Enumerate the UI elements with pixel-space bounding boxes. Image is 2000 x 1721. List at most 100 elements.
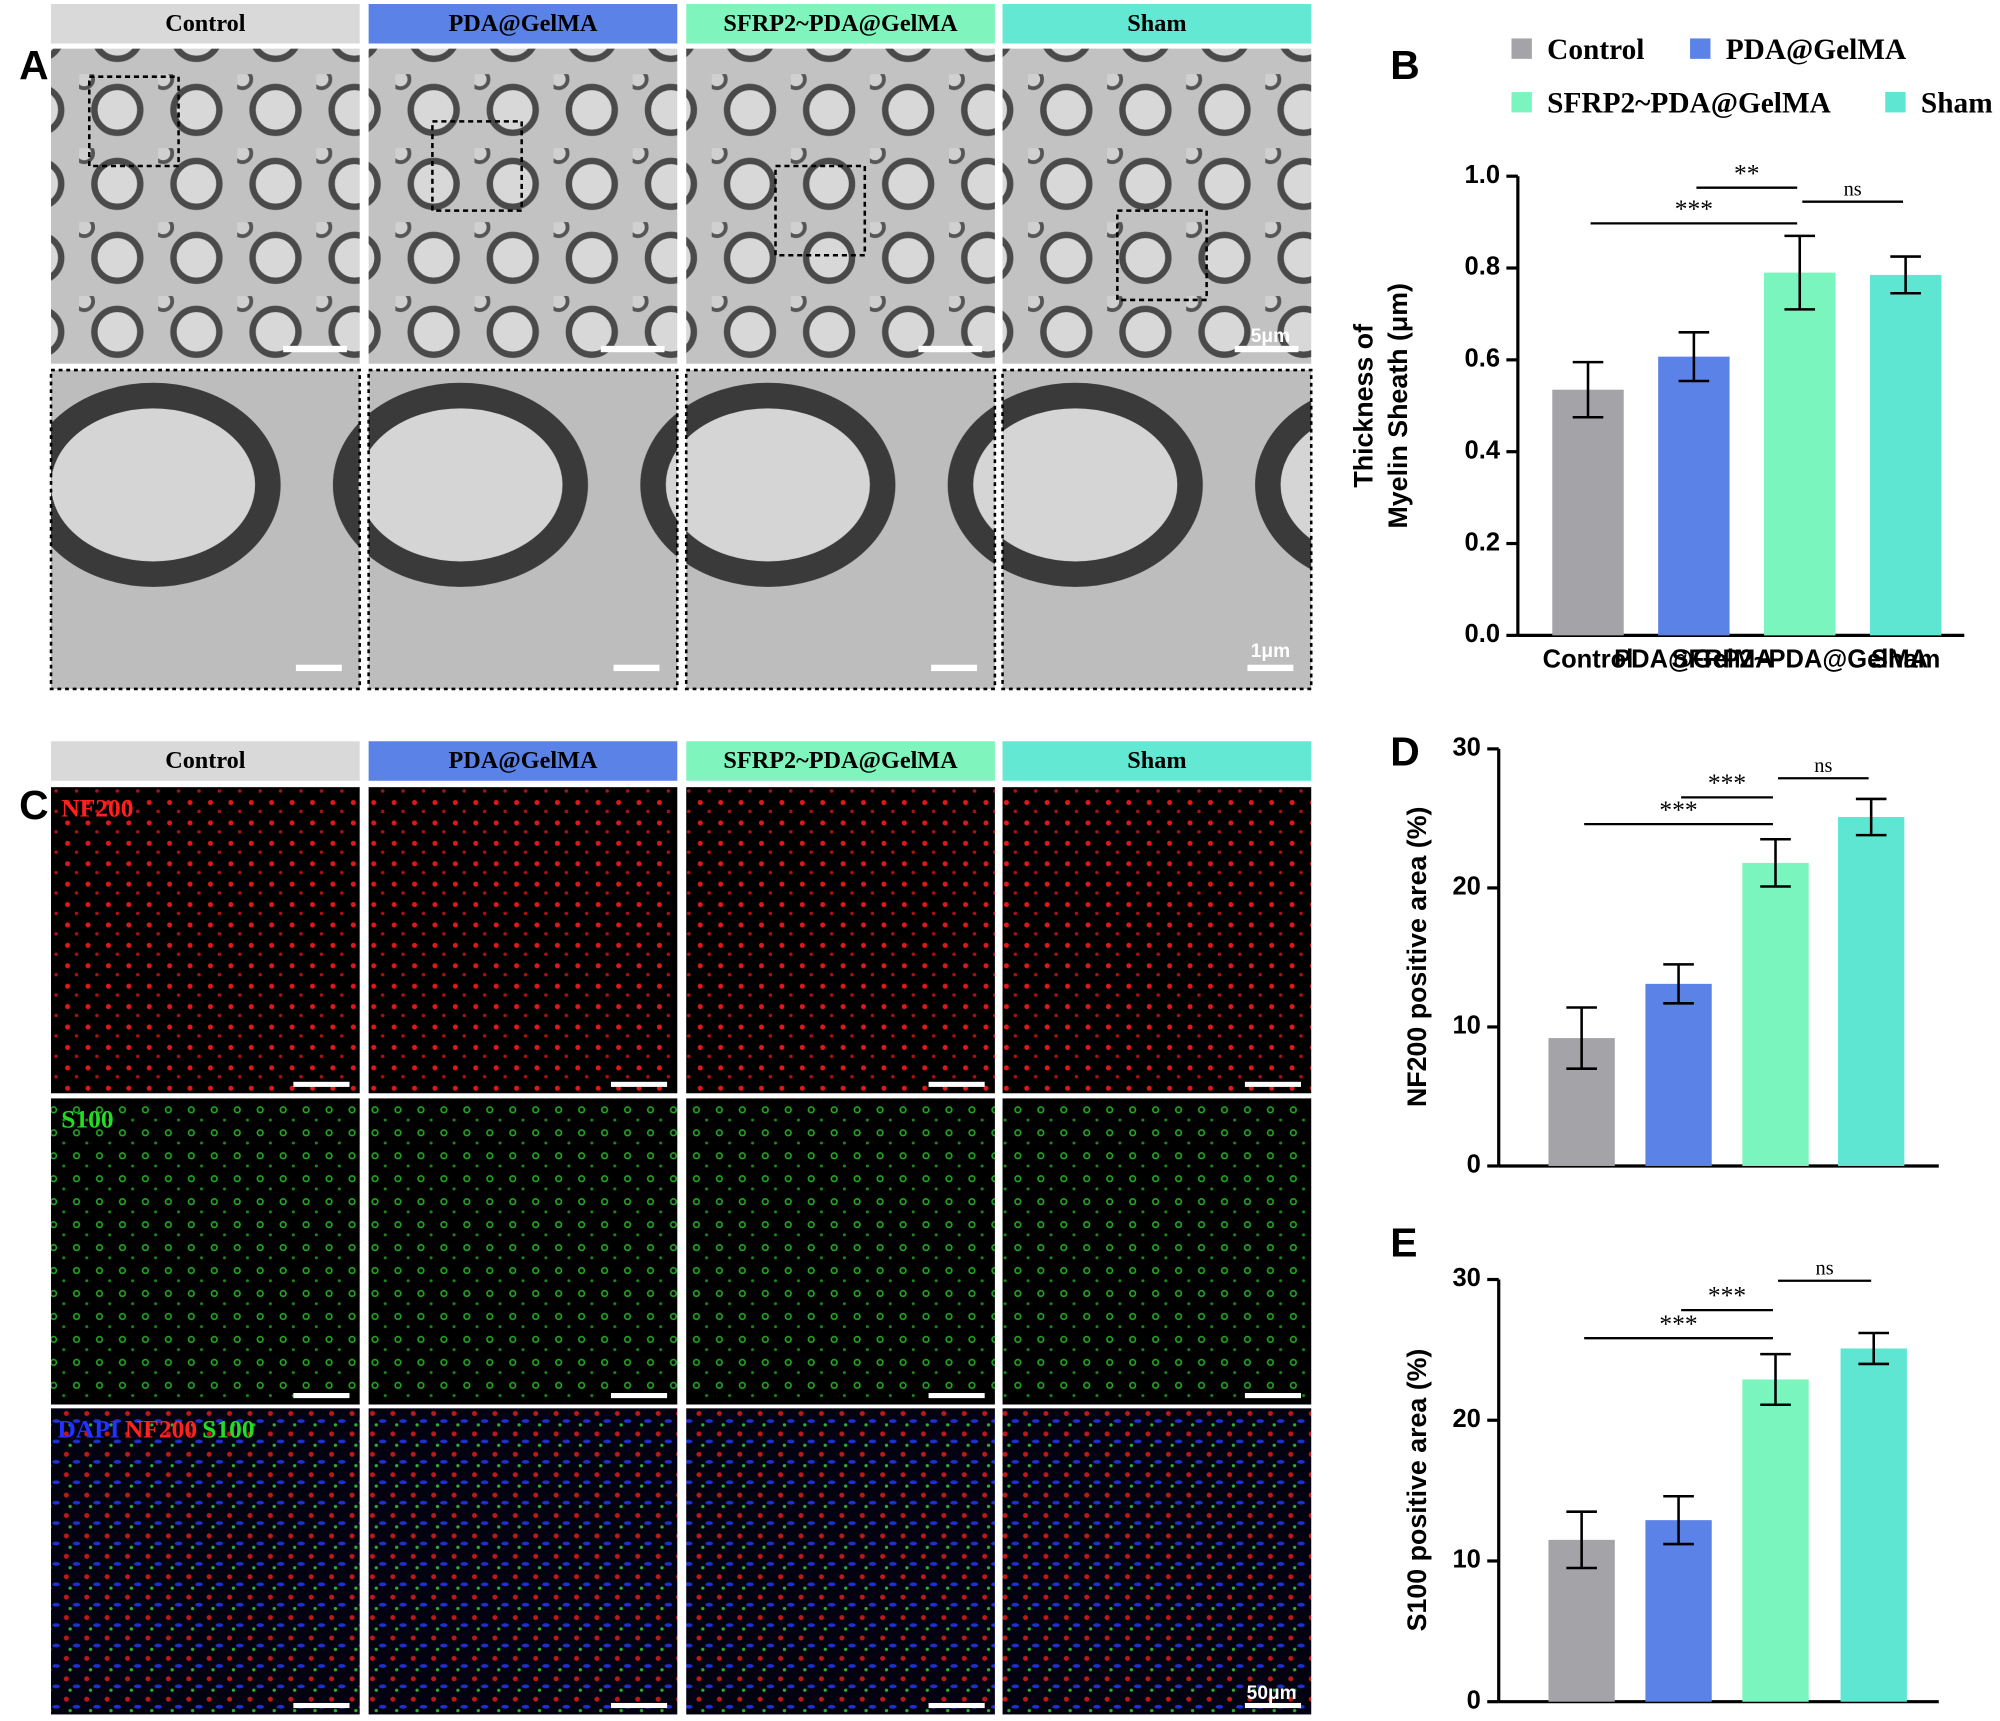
fluorescence-image [686,787,995,1094]
fluorescence-image [51,1098,360,1405]
y-tick-label: 0.6 [1465,345,1500,373]
scale-bar [283,345,347,353]
error-bar [1760,1352,1791,1407]
column-header: PDA@GelMA [448,10,597,37]
x-tick-label: Control [1543,646,1634,674]
legend-swatch [1511,38,1532,59]
significance-label: *** [1659,1309,1697,1338]
significance-label: ns [1816,1257,1834,1279]
panel-letter: A [19,42,48,88]
x-tick-label: SFRP2~PDA@GelMA [1671,646,1928,674]
scale-bar [918,345,983,353]
scale-bar [293,1393,350,1399]
fluorescence-image [1002,1408,1312,1715]
column-header-bg [1002,3,1312,44]
error-bar [1566,1510,1597,1570]
scale-bar [293,1702,350,1709]
fluorescence-image [686,1408,995,1715]
scale-bar [600,345,665,353]
tem-zoom-image [684,368,997,691]
stain-label: NF200 [61,793,133,822]
tem-image [51,48,360,364]
stain-label-group: DAPI NF200 S100 [57,1415,254,1444]
panel-letter: C [19,782,48,828]
scale-label: 1μm [1251,641,1290,662]
y-tick-label: 10 [1452,1546,1480,1574]
column-header: Sham [1127,747,1186,774]
panel-letter: E [1390,1220,1417,1266]
fluorescence-image [368,1098,678,1405]
y-axis-label: S100 positive area (%) [1402,1349,1432,1632]
scale-bar [295,664,342,672]
y-tick-label: 0.8 [1465,253,1500,281]
column-header: SFRP2~PDA@GelMA [723,747,958,774]
column-header: SFRP2~PDA@GelMA [723,10,958,37]
legend-swatch [1885,92,1906,113]
column-header-bg [368,3,678,44]
tem-zoom-image [367,368,679,691]
y-tick-label: 20 [1452,873,1480,901]
significance-label: *** [1708,768,1746,797]
error-bar [1663,1494,1694,1546]
bar [1645,983,1712,1166]
x-tick-label: PDA@GelMA [1614,646,1773,674]
column-header-bg [686,741,995,781]
column-header-bg [1002,741,1312,781]
scale-bar [1244,1393,1302,1399]
error-bar [1858,1331,1890,1366]
column-header: PDA@GelMA [448,747,597,774]
y-tick-label: 30 [1452,734,1480,762]
tem-image [686,48,995,364]
significance-label: ns [1844,178,1862,200]
column-header: Control [165,747,246,774]
scale-label: 50μm [1247,1683,1297,1704]
bar [1838,817,1905,1166]
stain-label: S100 [202,1415,254,1444]
bar [1658,356,1730,636]
column-header: Control [165,10,246,37]
bar [1869,274,1942,636]
y-axis-label: Thickness of [1348,324,1378,488]
tem-inset-box [431,120,523,212]
error-bar [1855,797,1887,837]
panel-letter: B [1390,42,1419,88]
error-bar [1678,331,1710,383]
legend-swatch [1511,92,1532,113]
legend-label: SFRP2~PDA@GelMA [1547,87,1831,119]
significance-label: *** [1659,795,1697,824]
fluorescence-image [1002,1098,1312,1405]
tem-zoom-image [1001,368,1313,691]
error-bar [1784,234,1816,311]
scale-bar [928,1393,985,1399]
significance-label: ns [1814,755,1832,777]
y-tick-label: 0.0 [1465,620,1500,648]
error-bar [1890,255,1921,295]
column-header-bg [686,3,995,44]
y-tick-label: 0.4 [1465,436,1501,464]
significance-label: *** [1708,1281,1746,1310]
bar [1764,272,1836,636]
legend-label: PDA@GelMA [1726,34,1906,66]
scale-bar [293,1081,350,1087]
fluorescence-image [51,787,360,1094]
bar [1645,1520,1712,1702]
bar [1742,1379,1809,1702]
error-bar [1663,963,1694,1005]
fluorescence-image [1002,787,1312,1094]
scale-bar [1247,664,1294,672]
y-tick-label: 0 [1467,1686,1481,1714]
x-tick-label: Sham [1871,646,1940,674]
panel-letter: D [1390,728,1419,774]
y-tick-label: 0.2 [1465,528,1500,556]
scale-bar [1244,1702,1302,1709]
scale-bar [610,1702,668,1709]
error-bar [1572,360,1604,419]
scale-bar [931,664,978,672]
stain-label: S100 [61,1105,113,1134]
significance-label: *** [1675,194,1713,223]
fluorescence-image [368,1408,678,1715]
bar [1552,389,1624,636]
